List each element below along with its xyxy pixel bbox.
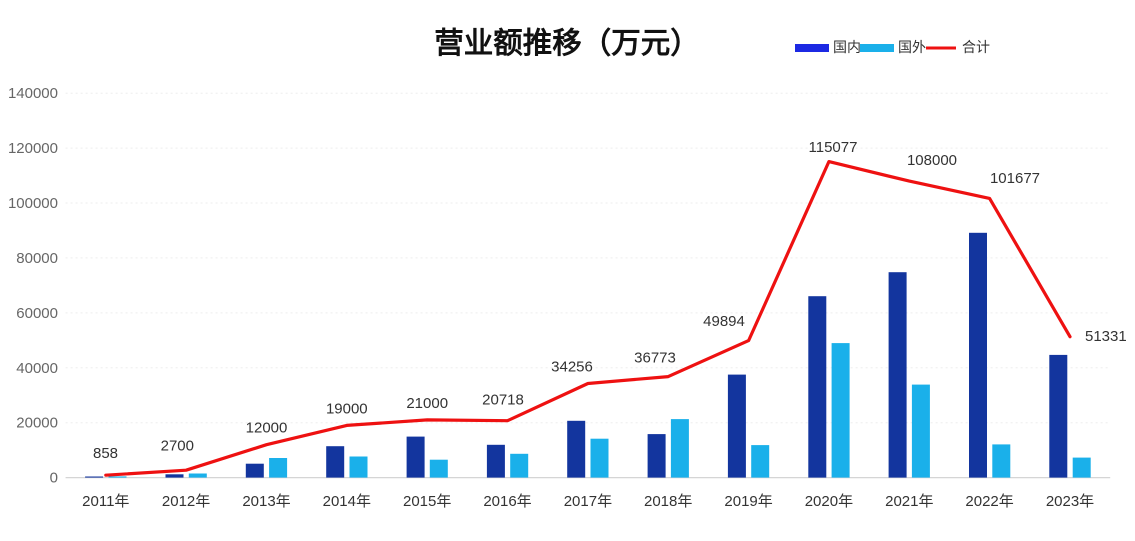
svg-text:20000: 20000 <box>16 415 58 432</box>
svg-text:2020年: 2020年 <box>805 493 853 510</box>
svg-text:2015年: 2015年 <box>403 493 451 510</box>
svg-text:2023年: 2023年 <box>1046 493 1094 510</box>
svg-text:40000: 40000 <box>16 360 58 377</box>
svg-text:858: 858 <box>93 445 118 462</box>
svg-text:2011年: 2011年 <box>82 493 129 510</box>
svg-text:108000: 108000 <box>907 152 957 169</box>
svg-text:36773: 36773 <box>634 350 676 367</box>
svg-text:合计: 合计 <box>962 39 990 55</box>
svg-text:120000: 120000 <box>8 140 58 157</box>
svg-text:49894: 49894 <box>703 313 745 330</box>
svg-text:2700: 2700 <box>161 438 194 455</box>
svg-text:101677: 101677 <box>990 170 1040 187</box>
svg-text:营业额推移（万元）: 营业额推移（万元） <box>434 27 700 60</box>
svg-text:140000: 140000 <box>8 85 58 102</box>
svg-text:2016年: 2016年 <box>483 493 531 510</box>
svg-text:2017年: 2017年 <box>564 493 612 510</box>
svg-text:60000: 60000 <box>16 305 58 322</box>
svg-text:115077: 115077 <box>809 139 858 156</box>
svg-text:20718: 20718 <box>482 392 524 409</box>
svg-text:100000: 100000 <box>8 195 58 212</box>
svg-text:国内: 国内 <box>833 39 861 55</box>
svg-text:2018年: 2018年 <box>644 493 692 510</box>
svg-text:0: 0 <box>50 470 58 487</box>
svg-text:21000: 21000 <box>406 395 448 412</box>
svg-text:80000: 80000 <box>16 250 58 267</box>
svg-text:19000: 19000 <box>326 400 368 417</box>
svg-text:国外: 国外 <box>898 39 926 55</box>
svg-text:2014年: 2014年 <box>323 493 371 510</box>
svg-text:2022年: 2022年 <box>965 493 1013 510</box>
svg-text:2019年: 2019年 <box>724 493 772 510</box>
svg-text:12000: 12000 <box>246 420 288 437</box>
svg-text:51331: 51331 <box>1085 328 1127 345</box>
svg-text:34256: 34256 <box>551 358 593 375</box>
svg-text:2012年: 2012年 <box>162 493 210 510</box>
svg-text:2013年: 2013年 <box>242 493 290 510</box>
svg-text:2021年: 2021年 <box>885 493 933 510</box>
